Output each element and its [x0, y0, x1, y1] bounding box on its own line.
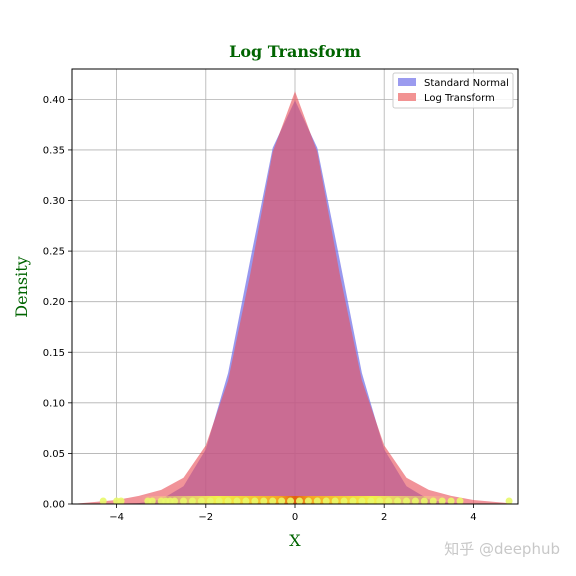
y-tick-label-4: 0.20	[43, 297, 65, 308]
rug-point-13	[215, 497, 223, 504]
legend-swatch-log-transform	[398, 93, 416, 101]
rug-point-36	[420, 497, 428, 504]
rug-point-16	[242, 497, 250, 504]
rug-point-2	[117, 497, 125, 504]
y-tick-label-3: 0.15	[43, 348, 65, 359]
rug-point-40	[456, 497, 464, 504]
y-tick-label-6: 0.30	[43, 196, 65, 207]
y-tick-label-0: 0.00	[43, 500, 65, 511]
rug-point-32	[385, 497, 393, 504]
rug-point-17	[251, 497, 259, 504]
rug-point-33	[394, 497, 402, 504]
rug-point-18	[260, 497, 268, 504]
y-tick-label-8: 0.40	[43, 95, 65, 106]
rug-layer	[99, 496, 513, 504]
rug-band	[138, 496, 452, 504]
rug-point-29	[358, 497, 366, 504]
x-tick-label-3: 2	[381, 512, 387, 523]
y-tick-label-1: 0.05	[43, 449, 65, 460]
series-area-log-transform	[72, 91, 518, 504]
rug-point-31	[376, 497, 384, 504]
rug-point-25	[322, 497, 330, 504]
rug-point-27	[340, 497, 348, 504]
rug-point-38	[438, 497, 446, 504]
legend-swatch-standard-normal	[398, 78, 416, 86]
series-layer	[72, 91, 518, 504]
rug-point-41	[505, 497, 513, 504]
rug-point-12	[206, 497, 214, 504]
y-tick-label-2: 0.10	[43, 398, 65, 409]
rug-point-0	[99, 497, 107, 504]
x-tick-label-2: 0	[292, 512, 298, 523]
rug-point-21	[287, 497, 295, 504]
watermark: 知乎 @deephub	[444, 540, 560, 558]
legend-label-standard-normal: Standard Normal	[424, 78, 509, 89]
y-tick-label-5: 0.25	[43, 247, 65, 258]
rug-point-39	[447, 497, 455, 504]
x-axis-label: X	[289, 531, 301, 550]
rug-point-8	[171, 497, 179, 504]
x-tick-label-4: 4	[470, 512, 476, 523]
x-tick-label-1: −2	[198, 512, 213, 523]
rug-point-20	[278, 497, 286, 504]
rug-point-23	[304, 497, 312, 504]
rug-point-9	[180, 497, 187, 504]
rug-point-4	[148, 497, 156, 504]
y-tick-label-7: 0.35	[43, 145, 65, 156]
x-axis-ticks: −4 −2 0 2 4	[109, 504, 477, 523]
rug-point-15	[233, 497, 241, 504]
legend-box	[392, 72, 514, 109]
y-axis-ticks: 0.00 0.05 0.10 0.15 0.20 0.25 0.30 0.35 0.40	[43, 95, 72, 511]
rug-point-37	[429, 497, 437, 504]
rug-point-28	[349, 497, 357, 504]
rug-point-14	[224, 497, 232, 504]
rug-point-35	[411, 497, 419, 504]
legend: Standard Normal Log Transform	[392, 72, 514, 109]
rug-point-11	[197, 497, 205, 504]
rug-point-24	[313, 497, 321, 504]
rug-point-19	[269, 497, 277, 504]
rug-point-30	[367, 497, 375, 504]
rug-point-10	[188, 497, 196, 504]
y-axis-label: Density	[12, 256, 31, 317]
legend-label-log-transform: Log Transform	[424, 93, 495, 104]
x-tick-label-0: −4	[109, 512, 124, 523]
rug-point-34	[403, 497, 410, 504]
chart-title: Log Transform	[229, 42, 361, 61]
rug-point-26	[331, 497, 339, 504]
rug-point-22	[295, 497, 303, 504]
